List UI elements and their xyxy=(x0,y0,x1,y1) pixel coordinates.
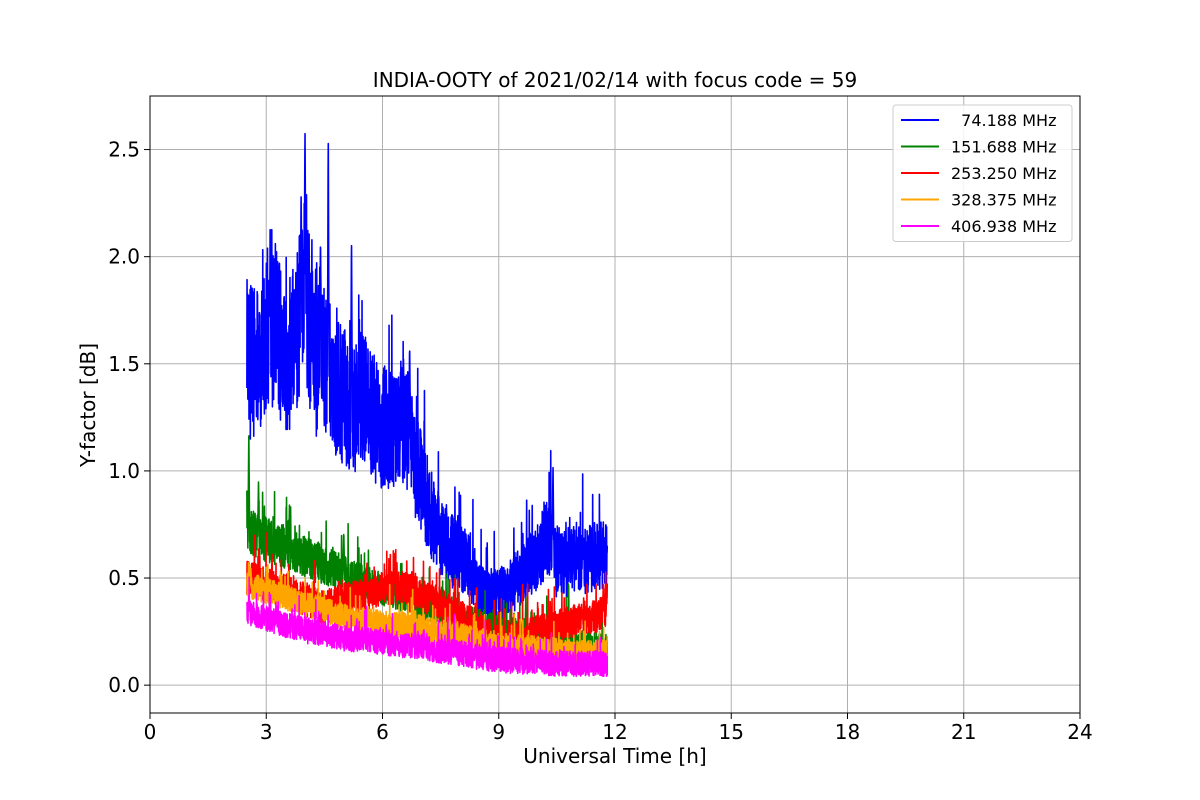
plot-area xyxy=(246,132,609,678)
legend-label: 406.938 MHz xyxy=(951,217,1056,236)
axis-ticks: 0 3 6 9 12 15 18 21 24 0.0 0.5 1.0 1.5 2.0 2.5 xyxy=(108,138,1093,744)
x-tick-label: 15 xyxy=(719,720,744,744)
y-tick-label: 1.5 xyxy=(108,352,140,376)
x-tick-label: 21 xyxy=(951,720,976,744)
chart-title: INDIA-OOTY of 2021/02/14 with focus code… xyxy=(373,68,857,92)
y-tick-label: 2.0 xyxy=(108,245,140,269)
legend-label: 328.375 MHz xyxy=(951,191,1056,210)
legend: 74.188 MHz 151.688 MHz 253.250 MHz 328.375 … xyxy=(892,104,1073,242)
legend-label: 151.688 MHz xyxy=(951,138,1056,157)
y-tick-label: 1.0 xyxy=(108,459,140,483)
x-tick-label: 9 xyxy=(492,720,505,744)
x-axis-label: Universal Time [h] xyxy=(523,744,706,768)
x-tick-label: 12 xyxy=(602,720,627,744)
series-line-1 xyxy=(246,132,609,627)
y-tick-label: 2.5 xyxy=(108,138,140,162)
x-tick-label: 0 xyxy=(144,720,157,744)
legend-label: 74.188 MHz xyxy=(951,111,1056,130)
legend-box xyxy=(892,104,1073,242)
x-tick-label: 3 xyxy=(260,720,273,744)
legend-label: 253.250 MHz xyxy=(951,164,1056,183)
y-axis-label: Y-factor [dB] xyxy=(76,343,100,468)
y-tick-label: 0.0 xyxy=(108,673,140,697)
x-tick-label: 18 xyxy=(835,720,860,744)
x-tick-label: 6 xyxy=(376,720,389,744)
series-line-5 xyxy=(246,576,609,678)
x-tick-label: 24 xyxy=(1067,720,1092,744)
y-tick-label: 0.5 xyxy=(108,566,140,590)
